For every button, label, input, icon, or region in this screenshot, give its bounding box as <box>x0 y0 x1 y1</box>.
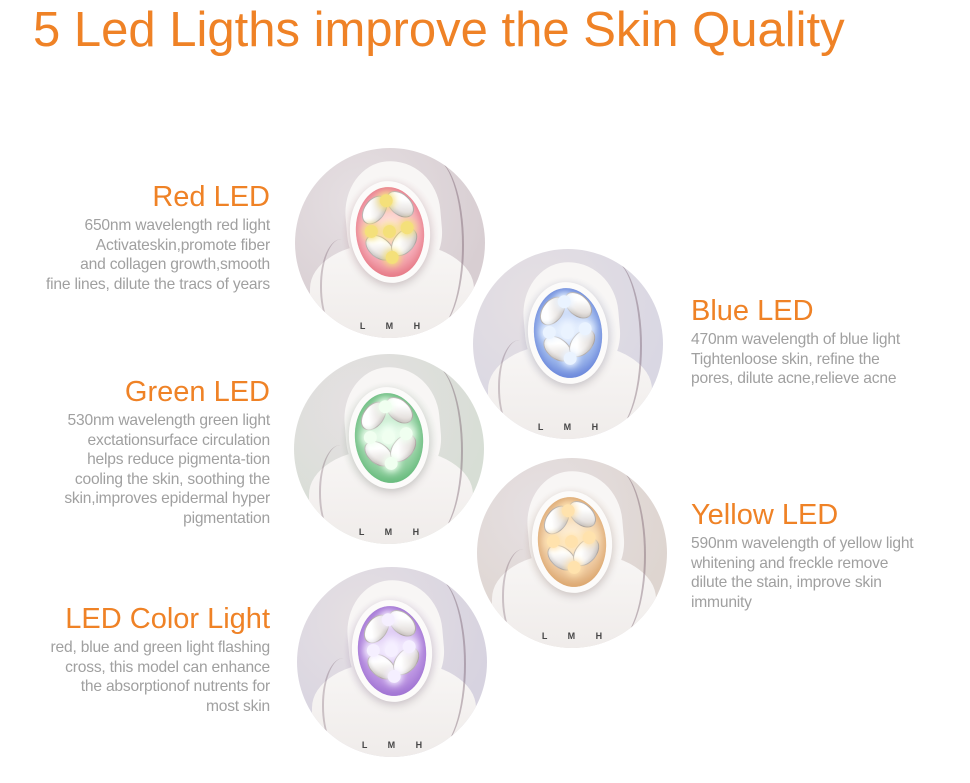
led-color-light-desc-line: cross, this model can enhance <box>65 658 270 676</box>
blue-led-section: Blue LED 470nm wavelength of blue light … <box>691 296 970 389</box>
green-led-desc-line: 530nm wavelength green light <box>67 412 271 429</box>
blue-led-heading: Blue LED <box>691 295 814 327</box>
led-color-light-section: LED Color Light red, blue and green ligh… <box>25 603 271 716</box>
device-seam-left <box>501 549 546 645</box>
blue-led-desc-line: 470nm wavelength of blue light <box>691 331 900 348</box>
intensity-label: L M H <box>359 321 430 331</box>
led-face <box>529 284 607 381</box>
blue-led-photo: L M H <box>473 249 663 439</box>
intensity-label: L M H <box>358 527 429 537</box>
yellow-led-heading: Yellow LED <box>691 499 839 531</box>
green-led-desc-line: exctationsurface circulation <box>87 431 271 449</box>
intensity-label: L M H <box>361 740 432 750</box>
device-seam-left <box>318 445 363 541</box>
color-led-photo: L M H <box>297 567 487 757</box>
intensity-label: L M H <box>541 631 612 641</box>
intensity-label: L M H <box>537 422 608 432</box>
device-seam-right <box>579 258 643 434</box>
green-led-section: Green LED 530nm wavelength green light e… <box>25 377 270 528</box>
green-led-desc-line: skin,improves epidermal hyper <box>64 490 270 507</box>
yellow-led-desc-line: immunity <box>691 593 752 611</box>
led-color-light-heading: LED Color Light <box>65 603 270 635</box>
green-led-desc-line: cooling the skin, soothing the <box>74 470 270 488</box>
red-led-desc-line: and collagen growth,smooth <box>80 256 270 273</box>
led-color-light-desc-line: most skin <box>205 697 270 715</box>
yellow-led-desc-line: whitening and freckle remove <box>691 554 889 572</box>
yellow-led-section: Yellow LED 590nm wavelength of yellow li… <box>691 500 970 612</box>
red-led-photo: L M H <box>295 148 485 338</box>
red-led-section: Red LED 650nm wavelength red light Activ… <box>25 182 270 294</box>
blue-led-desc-line: Tightenloose skin, refine the <box>691 350 880 368</box>
blue-led-desc-line: pores, dilute acne,relieve acne <box>691 370 897 387</box>
page-title: 5 Led Ligths improve the Skin Quality <box>33 3 845 57</box>
device-seam-right <box>403 576 467 752</box>
red-led-desc-line: 650nm wavelength red light <box>84 217 270 234</box>
device-seam-left <box>497 340 542 436</box>
yellow-led-desc-line: 590nm wavelength of yellow light <box>691 535 914 552</box>
led-color-light-desc-line: red, blue and green light flashing <box>50 639 271 656</box>
yellow-led-desc-line: dilute the stain, improve skin <box>691 574 882 591</box>
led-face <box>350 389 428 486</box>
led-face <box>351 183 429 280</box>
green-led-photo: L M H <box>294 354 484 544</box>
red-led-desc-line: fine lines, dilute the tracs of years <box>45 275 270 293</box>
green-led-desc-line: helps reduce pigmenta-tion <box>87 451 270 468</box>
device-seam-right <box>583 467 647 643</box>
led-face <box>533 493 611 590</box>
green-led-heading: Green LED <box>124 376 270 408</box>
device-seam-left <box>321 658 366 754</box>
red-led-desc-line: Activateskin,promote fiber <box>95 236 270 254</box>
device-seam-right <box>400 363 464 539</box>
green-led-desc-line: pigmentation <box>183 509 270 527</box>
yellow-led-photo: L M H <box>477 458 667 648</box>
device-seam-left <box>319 239 364 335</box>
device-seam-right <box>401 157 465 333</box>
red-led-heading: Red LED <box>152 181 270 213</box>
led-face <box>353 602 431 699</box>
led-color-light-desc-line: the absorptionof nutrents for <box>80 678 270 695</box>
